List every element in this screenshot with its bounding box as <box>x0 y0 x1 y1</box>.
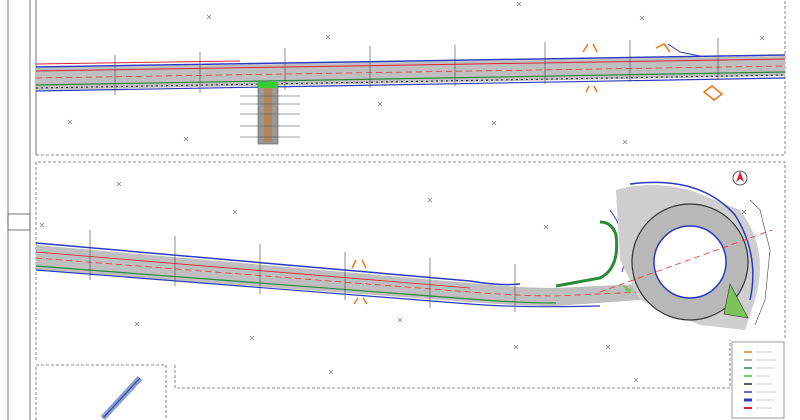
road-edge <box>35 242 521 286</box>
road-edge <box>35 58 786 72</box>
island <box>555 220 619 288</box>
section-ticks <box>749 199 771 326</box>
road-edge <box>35 269 601 308</box>
viewport-frame <box>35 161 786 360</box>
viewport-frames <box>35 0 786 420</box>
inset-road <box>100 375 143 420</box>
central-island <box>653 225 727 299</box>
survey-points <box>39 1 765 383</box>
road-edge <box>35 251 471 289</box>
road-edge <box>35 54 786 68</box>
section-ticks <box>114 38 719 138</box>
splitter-island <box>622 284 632 294</box>
legend-text-lines <box>756 351 776 409</box>
viewport-frame <box>174 340 731 389</box>
viewport-frame <box>35 364 167 420</box>
section-ticks <box>89 230 516 312</box>
viewport-frame <box>36 0 786 156</box>
sheet-frame <box>7 0 37 420</box>
axis-line <box>35 257 641 297</box>
island-marks <box>582 43 724 101</box>
roundabout <box>599 170 773 330</box>
north-arrow <box>736 171 744 182</box>
carriageway <box>36 245 640 306</box>
legend <box>731 341 785 419</box>
road-edge <box>629 181 754 301</box>
road-edge <box>35 71 786 86</box>
legend-box <box>731 341 785 419</box>
island-marks <box>351 259 368 305</box>
upper-road <box>35 38 786 145</box>
splitter-island <box>723 283 749 319</box>
inset-road-strip <box>102 377 141 419</box>
frame-box <box>7 213 31 231</box>
axis-line <box>35 65 786 79</box>
road-edge <box>35 60 241 65</box>
lower-road <box>35 209 641 312</box>
road-edge <box>667 43 701 57</box>
road-edge <box>35 265 557 304</box>
legend-symbols <box>744 351 752 409</box>
road-edge <box>35 77 786 92</box>
axis-line <box>599 229 773 293</box>
crossing <box>258 82 278 88</box>
